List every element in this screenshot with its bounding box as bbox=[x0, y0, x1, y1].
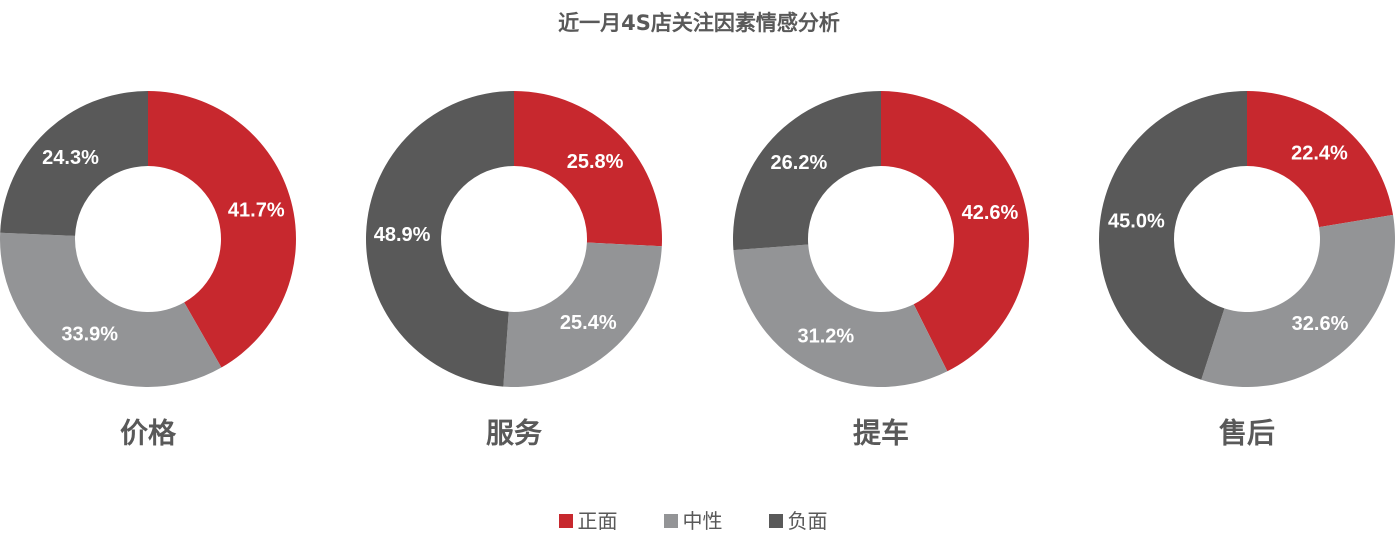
legend-item-neutral: 中性 bbox=[663, 507, 723, 535]
donut-4-slice-positive bbox=[1247, 91, 1394, 228]
donut-3-label-positive: 42.6% bbox=[962, 202, 1019, 224]
donut-4-slice-neutral bbox=[1201, 214, 1396, 388]
donut-charts: 41.7% 33.9% 24.3% 价格 25.8% 25.4% 48.9% 服务 42.6% 3… bbox=[0, 91, 1396, 450]
donut-1-slice-positive bbox=[148, 91, 297, 368]
legend-item-positive: 正面 bbox=[558, 507, 618, 535]
legend-swatch-positive bbox=[558, 514, 573, 528]
donut-2: 25.8% 25.4% 48.9% 服务 bbox=[365, 91, 662, 450]
donut-1-category-label: 价格 bbox=[120, 417, 177, 450]
chart-title: 近一月4S店关注因素情感分析 bbox=[558, 11, 840, 35]
donut-1-label-negative: 24.3% bbox=[42, 147, 99, 169]
donut-2-slice-negative bbox=[365, 91, 514, 387]
donut-2-slice-positive bbox=[514, 91, 662, 247]
donut-1-slice-neutral bbox=[0, 232, 222, 388]
donut-2-label-neutral: 25.4% bbox=[560, 312, 617, 334]
legend-label-negative: 负面 bbox=[787, 509, 828, 533]
donut-1-label-positive: 41.7% bbox=[228, 199, 285, 221]
donut-3-label-negative: 26.2% bbox=[771, 152, 828, 174]
donut-2-label-negative: 48.9% bbox=[374, 224, 431, 246]
donut-3-label-neutral: 31.2% bbox=[797, 325, 854, 347]
donut-3-category-label: 提车 bbox=[853, 417, 909, 450]
donut-3-slice-neutral bbox=[733, 244, 948, 387]
legend-label-positive: 正面 bbox=[577, 509, 618, 533]
donut-4-category-label: 售后 bbox=[1219, 417, 1275, 450]
donut-2-label-positive: 25.8% bbox=[567, 151, 624, 173]
donut-3-slice-positive bbox=[881, 91, 1029, 372]
legend-swatch-negative bbox=[768, 514, 783, 528]
donut-3: 42.6% 31.2% 26.2% 提车 bbox=[733, 91, 1029, 450]
donut-1-slice-negative bbox=[0, 91, 149, 236]
chart-legend: 正面 中性 负面 bbox=[0, 507, 1392, 535]
donut-4-label-neutral: 32.6% bbox=[1292, 313, 1349, 335]
donut-4-label-positive: 22.4% bbox=[1291, 143, 1348, 165]
donut-4: 22.4% 32.6% 45.0% 售后 bbox=[1099, 91, 1396, 450]
legend-item-negative: 负面 bbox=[768, 507, 828, 535]
legend-label-neutral: 中性 bbox=[682, 509, 723, 533]
legend-swatch-neutral bbox=[663, 514, 678, 528]
donut-1-label-neutral: 33.9% bbox=[61, 324, 118, 346]
donut-2-category-label: 服务 bbox=[486, 417, 542, 450]
donut-1: 41.7% 33.9% 24.3% 价格 bbox=[0, 91, 297, 450]
donut-2-slice-neutral bbox=[503, 242, 662, 387]
donut-3-slice-negative bbox=[733, 91, 881, 251]
donut-4-slice-negative bbox=[1099, 91, 1247, 380]
donut-4-label-negative: 45.0% bbox=[1108, 210, 1165, 232]
